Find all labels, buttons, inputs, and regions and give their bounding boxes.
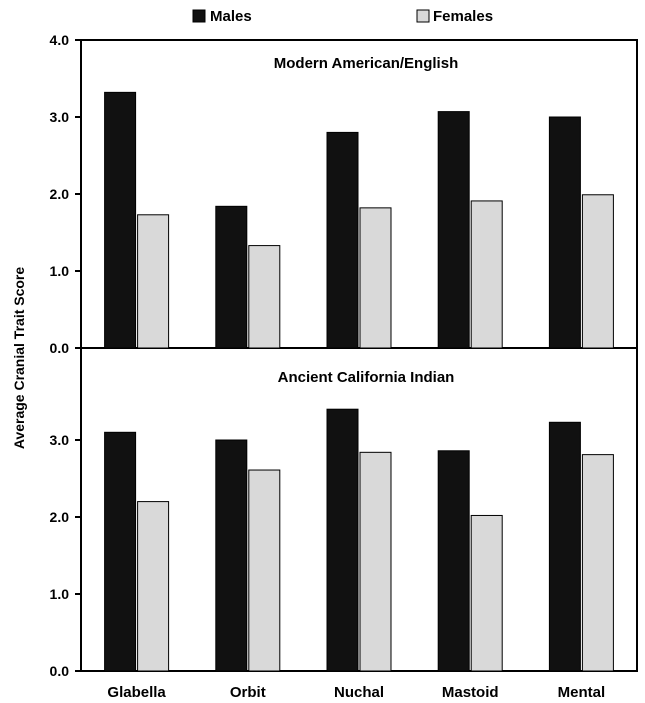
panel-top-title: Modern American/English [274, 55, 458, 72]
panel-bottom-frame [80, 347, 638, 672]
panel-bottom-title: Ancient California Indian [278, 369, 455, 386]
bar-top-females-nuchal [359, 207, 392, 349]
bar-bottom-males-nuchal [326, 408, 359, 672]
x-category-label: Mental [558, 684, 606, 701]
bar-bottom-females-nuchal [359, 451, 392, 672]
bar-top-females-mental [581, 194, 614, 349]
y-ticks-top: 0.0 1.0 2.0 3.0 4.0 [50, 32, 81, 356]
bars-top [104, 91, 614, 349]
bar-top-males-nuchal [326, 131, 359, 349]
category-labels: Glabella Orbit Nuchal Mastoid Mental [107, 684, 605, 701]
bar-bottom-males-mental [548, 421, 581, 672]
y-tick-label: 2.0 [50, 509, 70, 525]
bar-bottom-females-glabella [137, 501, 170, 672]
y-tick-label: 1.0 [50, 586, 70, 602]
y-tick-label: 2.0 [50, 186, 70, 202]
bar-top-males-glabella [104, 91, 137, 349]
y-tick-label: 4.0 [50, 32, 70, 48]
bar-top-males-mastoid [437, 111, 470, 349]
bar-bottom-males-orbit [215, 439, 248, 672]
x-category-label: Nuchal [334, 684, 384, 701]
bar-bottom-females-mental [581, 454, 614, 672]
bar-bottom-females-mastoid [470, 514, 503, 672]
x-category-label: Glabella [107, 684, 166, 701]
y-ticks-bottom: 0.0 1.0 2.0 3.0 [50, 432, 81, 679]
bar-top-males-mental [548, 116, 581, 349]
y-tick-label: 3.0 [50, 432, 70, 448]
y-tick-label: 1.0 [50, 263, 70, 279]
x-category-label: Orbit [230, 684, 266, 701]
bar-top-females-glabella [137, 214, 170, 349]
bar-bottom-males-mastoid [437, 450, 470, 672]
legend-swatch-females [416, 9, 430, 23]
y-tick-label: 0.0 [50, 340, 70, 356]
legend-label-males: Males [210, 8, 252, 25]
bars-bottom [104, 408, 614, 672]
legend-label-females: Females [433, 8, 493, 25]
y-axis-label: Average Cranial Trait Score [11, 267, 27, 450]
bar-top-females-mastoid [470, 200, 503, 349]
legend-swatch-males [192, 9, 206, 23]
bar-top-females-orbit [248, 245, 281, 349]
y-tick-label: 0.0 [50, 663, 70, 679]
x-category-label: Mastoid [442, 684, 499, 701]
legend: Males Females [192, 8, 493, 25]
y-tick-label: 3.0 [50, 109, 70, 125]
bar-bottom-males-glabella [104, 431, 137, 672]
bar-top-males-orbit [215, 205, 248, 349]
bar-bottom-females-orbit [248, 469, 281, 672]
